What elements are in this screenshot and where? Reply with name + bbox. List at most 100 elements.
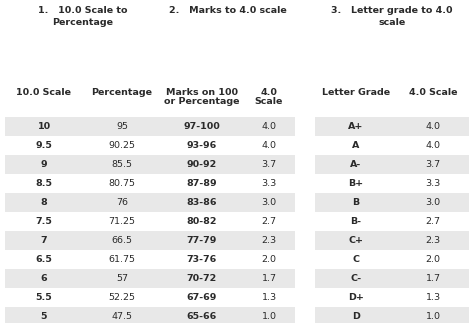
Text: 97-100: 97-100 xyxy=(183,122,220,131)
Text: 2.7: 2.7 xyxy=(262,217,276,226)
Text: 76: 76 xyxy=(116,198,128,207)
Text: 1.0: 1.0 xyxy=(426,312,440,321)
Text: D+: D+ xyxy=(348,293,364,302)
Text: 1.7: 1.7 xyxy=(262,274,276,283)
Text: 70-72: 70-72 xyxy=(187,274,217,283)
Text: A-: A- xyxy=(350,160,362,169)
Bar xyxy=(161,231,295,250)
Text: 2.0: 2.0 xyxy=(426,255,440,264)
Bar xyxy=(5,250,161,269)
Text: 1.0: 1.0 xyxy=(262,312,276,321)
Text: 4.0: 4.0 xyxy=(261,88,277,97)
Text: 6: 6 xyxy=(41,274,47,283)
Text: 4.0: 4.0 xyxy=(262,122,276,131)
Text: 7: 7 xyxy=(41,236,47,245)
Text: Marks on 100: Marks on 100 xyxy=(166,88,238,97)
Text: 47.5: 47.5 xyxy=(111,312,133,321)
Text: 3.   Letter grade to 4.0: 3. Letter grade to 4.0 xyxy=(331,6,453,15)
Text: 80.75: 80.75 xyxy=(109,179,136,188)
Text: Percentage: Percentage xyxy=(91,88,153,97)
Text: 5.5: 5.5 xyxy=(36,293,52,302)
Text: 3.0: 3.0 xyxy=(262,198,276,207)
Text: 73-76: 73-76 xyxy=(187,255,217,264)
Text: 1.   10.0 Scale to: 1. 10.0 Scale to xyxy=(38,6,128,15)
Text: 3.0: 3.0 xyxy=(426,198,440,207)
Text: 4.0: 4.0 xyxy=(262,141,276,150)
Bar xyxy=(161,307,295,323)
Text: 66.5: 66.5 xyxy=(111,236,133,245)
Text: 4.0: 4.0 xyxy=(426,141,440,150)
Text: 1.3: 1.3 xyxy=(262,293,276,302)
Text: 10: 10 xyxy=(37,122,51,131)
Text: 3.7: 3.7 xyxy=(426,160,440,169)
Text: 87-89: 87-89 xyxy=(187,179,217,188)
Bar xyxy=(315,269,469,288)
Text: 10.0 Scale: 10.0 Scale xyxy=(17,88,72,97)
Text: scale: scale xyxy=(378,18,406,27)
Text: 5: 5 xyxy=(41,312,47,321)
Text: 90.25: 90.25 xyxy=(109,141,136,150)
Text: 67-69: 67-69 xyxy=(187,293,217,302)
Text: 93-96: 93-96 xyxy=(187,141,217,150)
Text: 2.3: 2.3 xyxy=(426,236,440,245)
Text: 1.7: 1.7 xyxy=(426,274,440,283)
Text: Scale: Scale xyxy=(255,97,283,106)
Text: 7.5: 7.5 xyxy=(36,217,53,226)
Text: B+: B+ xyxy=(348,179,364,188)
Text: 3.7: 3.7 xyxy=(262,160,276,169)
Bar xyxy=(315,136,469,155)
Text: 83-86: 83-86 xyxy=(187,198,217,207)
Text: A+: A+ xyxy=(348,122,364,131)
Text: B-: B- xyxy=(350,217,362,226)
Bar xyxy=(161,136,295,155)
Bar xyxy=(161,212,295,231)
Text: 8.5: 8.5 xyxy=(36,179,53,188)
Text: 6.5: 6.5 xyxy=(36,255,53,264)
Text: 57: 57 xyxy=(116,274,128,283)
Text: 9.5: 9.5 xyxy=(36,141,53,150)
Text: or Percentage: or Percentage xyxy=(164,97,240,106)
Bar xyxy=(315,174,469,193)
Text: C+: C+ xyxy=(348,236,364,245)
Text: 71.25: 71.25 xyxy=(109,217,136,226)
Bar xyxy=(161,155,295,174)
Text: 95: 95 xyxy=(116,122,128,131)
Text: 9: 9 xyxy=(41,160,47,169)
Bar xyxy=(161,250,295,269)
Text: Percentage: Percentage xyxy=(53,18,113,27)
Bar xyxy=(5,155,161,174)
Bar xyxy=(5,193,161,212)
Bar xyxy=(5,288,161,307)
Bar xyxy=(315,212,469,231)
Text: 2.   Marks to 4.0 scale: 2. Marks to 4.0 scale xyxy=(169,6,287,15)
Text: C: C xyxy=(353,255,359,264)
Text: 77-79: 77-79 xyxy=(187,236,217,245)
Bar xyxy=(315,250,469,269)
Bar xyxy=(161,117,295,136)
Bar xyxy=(5,307,161,323)
Text: 3.3: 3.3 xyxy=(425,179,441,188)
Bar xyxy=(161,174,295,193)
Text: 4.0 Scale: 4.0 Scale xyxy=(409,88,457,97)
Text: 8: 8 xyxy=(41,198,47,207)
Text: D: D xyxy=(352,312,360,321)
Bar xyxy=(5,117,161,136)
Text: 3.3: 3.3 xyxy=(261,179,277,188)
Text: 2.7: 2.7 xyxy=(426,217,440,226)
Text: 2.3: 2.3 xyxy=(262,236,276,245)
Text: 80-82: 80-82 xyxy=(187,217,217,226)
Bar xyxy=(315,155,469,174)
Bar xyxy=(315,231,469,250)
Text: 4.0: 4.0 xyxy=(426,122,440,131)
Text: 65-66: 65-66 xyxy=(187,312,217,321)
Text: 85.5: 85.5 xyxy=(111,160,133,169)
Text: Letter Grade: Letter Grade xyxy=(322,88,390,97)
Bar xyxy=(315,307,469,323)
Bar xyxy=(5,136,161,155)
Text: 52.25: 52.25 xyxy=(109,293,136,302)
Text: 61.75: 61.75 xyxy=(109,255,136,264)
Bar xyxy=(161,288,295,307)
Bar xyxy=(315,117,469,136)
Text: C-: C- xyxy=(350,274,362,283)
Text: A: A xyxy=(352,141,360,150)
